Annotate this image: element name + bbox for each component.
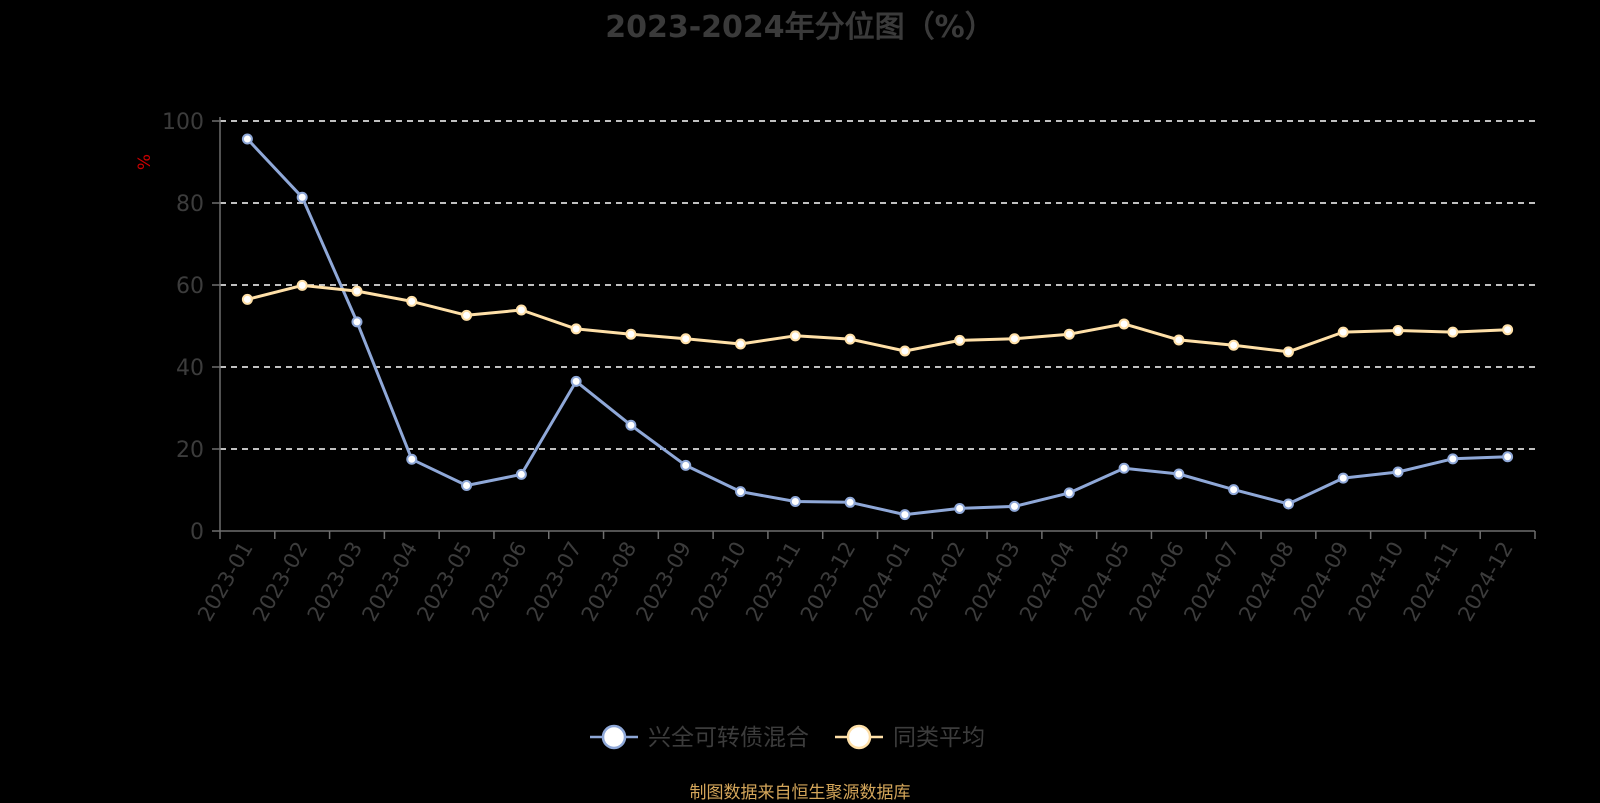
series-2-point bbox=[296, 279, 308, 291]
series-2-point bbox=[1392, 325, 1404, 337]
legend-label-1: 兴全可转债混合 bbox=[648, 725, 809, 751]
series-2-point bbox=[241, 293, 253, 305]
series-2-point bbox=[1008, 333, 1020, 345]
chart-title: 2023-2024年分位图（%） bbox=[605, 10, 995, 45]
y-tick-label: 40 bbox=[176, 356, 204, 381]
y-tick-label: 60 bbox=[176, 274, 204, 299]
legend-marker-1 bbox=[601, 724, 627, 750]
series-1-point bbox=[1337, 472, 1349, 484]
series-2-point bbox=[1502, 324, 1514, 336]
series-1-point bbox=[844, 496, 856, 508]
series-2-point bbox=[680, 333, 692, 345]
series-2-point bbox=[1173, 334, 1185, 346]
series-1-point bbox=[515, 468, 527, 480]
series-2-point bbox=[789, 330, 801, 342]
y-axis-label: % bbox=[135, 154, 155, 170]
series-line-1 bbox=[246, 137, 1508, 517]
series-2-point bbox=[1337, 326, 1349, 338]
series-2-point bbox=[954, 334, 966, 346]
series-2-point bbox=[461, 309, 473, 321]
y-tick-label: 80 bbox=[176, 192, 204, 217]
series-2-point bbox=[406, 295, 418, 307]
series-1-point bbox=[735, 486, 747, 498]
y-tick-label: 0 bbox=[190, 520, 204, 545]
y-tick-label: 100 bbox=[162, 110, 204, 135]
series-1-point bbox=[680, 459, 692, 471]
series-1-point bbox=[1502, 451, 1514, 463]
legend-marker-2 bbox=[846, 724, 872, 750]
x-tick-label: 2024-12 bbox=[1453, 538, 1518, 626]
series-1-point bbox=[461, 479, 473, 491]
series-2-point bbox=[735, 338, 747, 350]
series-1-point bbox=[351, 316, 363, 328]
series-1-point bbox=[1118, 462, 1130, 474]
y-tick-label: 20 bbox=[176, 438, 204, 463]
series-2-point bbox=[844, 333, 856, 345]
source-note: 制图数据来自恒生聚源数据库 bbox=[689, 783, 911, 803]
series-1-point bbox=[1447, 453, 1459, 465]
series-1-point bbox=[1173, 468, 1185, 480]
series-2-point bbox=[351, 285, 363, 297]
series-1-point bbox=[789, 495, 801, 507]
series-1-point bbox=[570, 375, 582, 387]
series-1-point bbox=[1282, 498, 1294, 510]
series-2-point bbox=[899, 345, 911, 357]
series-2-point bbox=[1228, 339, 1240, 351]
series-1-point bbox=[241, 133, 253, 145]
series-2-point bbox=[1282, 346, 1294, 358]
series-1-point bbox=[899, 509, 911, 521]
series-2-point bbox=[570, 323, 582, 335]
legend-label-2: 同类平均 bbox=[893, 725, 985, 751]
series-1-point bbox=[1063, 487, 1075, 499]
series-1-point bbox=[954, 502, 966, 514]
series-line-2 bbox=[247, 283, 1508, 354]
series-2-point bbox=[1447, 326, 1459, 338]
series-1-point bbox=[1392, 466, 1404, 478]
series-2-point bbox=[1063, 328, 1075, 340]
series-1-point bbox=[296, 191, 308, 203]
series-2-point bbox=[1118, 318, 1130, 330]
series-2-point bbox=[625, 328, 637, 340]
series-1-point bbox=[1228, 484, 1240, 496]
series-1-point bbox=[1008, 500, 1020, 512]
series-2-point bbox=[515, 304, 527, 316]
series-1-point bbox=[625, 419, 637, 431]
series-1-point bbox=[406, 453, 418, 465]
